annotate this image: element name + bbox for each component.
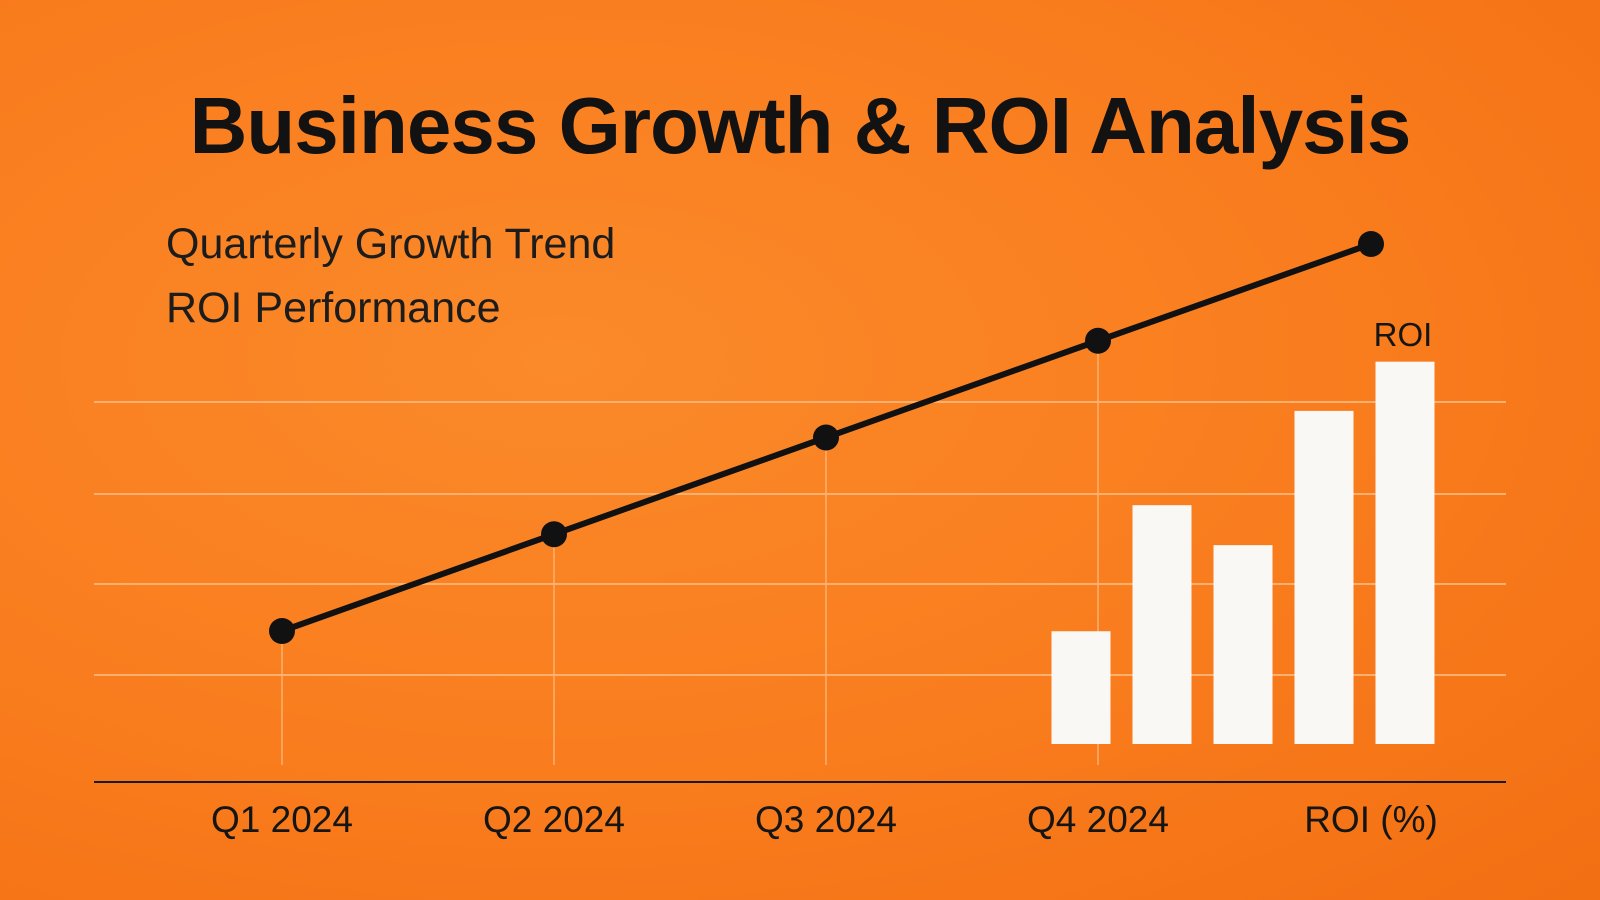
growth-point-1 bbox=[269, 618, 295, 644]
growth-point-2 bbox=[541, 521, 567, 548]
roi-bars bbox=[1051, 361, 1435, 744]
chart-title: Business Growth & ROI Analysis bbox=[189, 81, 1412, 170]
drop-lines bbox=[281, 340, 1099, 765]
x-tick-label-1: Q1 2024 bbox=[211, 799, 353, 840]
subtitle-roi-performance: ROI Performance bbox=[166, 284, 501, 332]
roi-bar-3 bbox=[1213, 545, 1273, 744]
x-tick-label-4: Q4 2024 bbox=[1027, 799, 1169, 840]
x-tick-label-5: ROI (%) bbox=[1304, 799, 1438, 840]
growth-point-3 bbox=[813, 424, 839, 451]
growth-point-4 bbox=[1085, 327, 1111, 354]
x-tick-label-3: Q3 2024 bbox=[755, 799, 897, 840]
growth-point-5 bbox=[1358, 231, 1384, 257]
roi-bar-1 bbox=[1051, 631, 1111, 744]
subtitle-group: Quarterly Growth Trend ROI Performance bbox=[166, 212, 615, 340]
x-axis-ticks: Q1 2024 Q2 2024 Q3 2024 Q4 2024 ROI (%) bbox=[211, 799, 1438, 840]
growth-points bbox=[269, 231, 1384, 644]
roi-bar-2 bbox=[1132, 505, 1192, 744]
roi-bar-5 bbox=[1375, 361, 1435, 744]
x-tick-label-2: Q2 2024 bbox=[483, 799, 625, 840]
subtitle-growth-trend: Quarterly Growth Trend bbox=[166, 220, 616, 268]
roi-bar-4 bbox=[1294, 410, 1354, 744]
gridlines bbox=[94, 401, 1506, 676]
roi-bar-label: ROI bbox=[1374, 316, 1433, 353]
